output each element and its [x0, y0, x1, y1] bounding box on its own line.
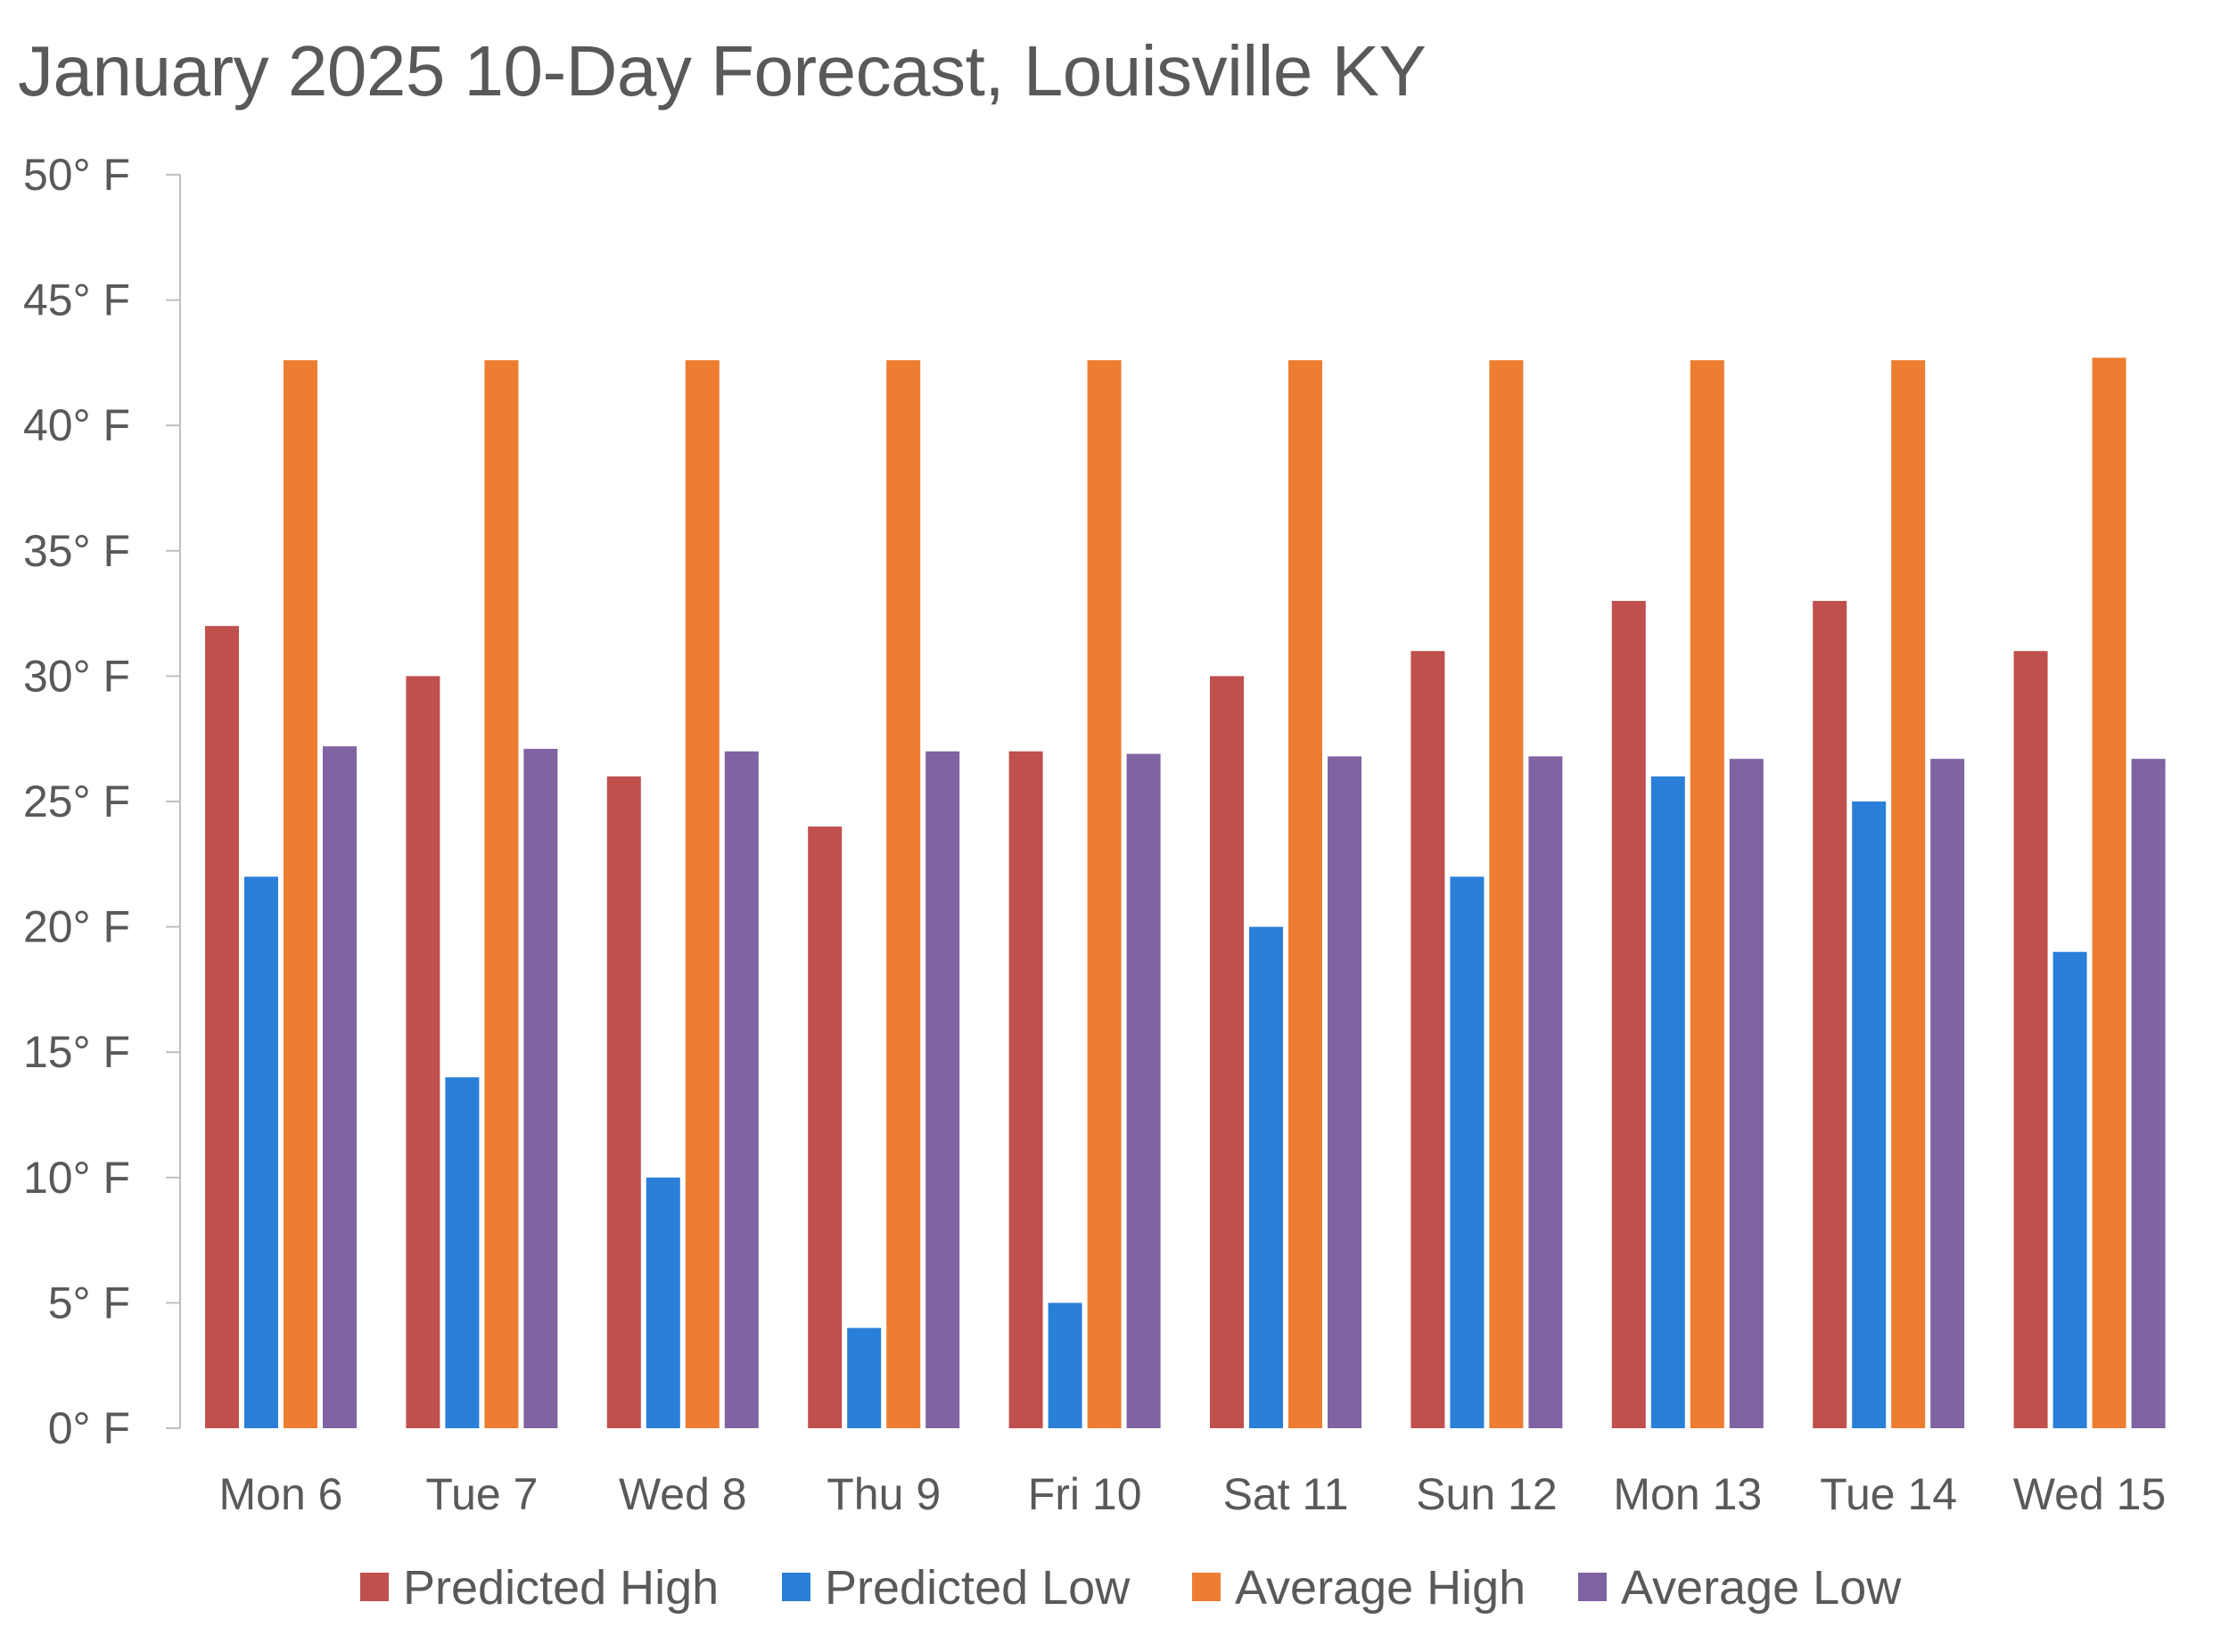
bar-average-high: [886, 360, 921, 1428]
bar-predicted-high: [1008, 751, 1043, 1428]
bar-predicted-low: [445, 1077, 480, 1428]
y-tick-label: 35° F: [23, 526, 130, 576]
bar-predicted-low: [1852, 801, 1887, 1428]
legend-swatch: [1578, 1573, 1607, 1601]
bar-average-high: [484, 360, 519, 1428]
y-tick-label: 20° F: [23, 902, 130, 952]
legend-swatch: [360, 1573, 389, 1601]
y-tick-label: 15° F: [23, 1027, 130, 1077]
bar-average-low: [925, 751, 960, 1428]
bar-predicted-high: [808, 826, 843, 1428]
y-tick-label: 25° F: [23, 777, 130, 826]
bar-predicted-high: [1611, 601, 1646, 1428]
x-tick-label: Tue 14: [1820, 1469, 1957, 1519]
legend-label: Predicted High: [403, 1561, 719, 1615]
x-tick-label: Sat 11: [1223, 1469, 1349, 1519]
bar-predicted-low: [244, 876, 278, 1428]
bar-average-low: [724, 751, 759, 1428]
y-tick-label: 0° F: [48, 1403, 130, 1453]
bar-predicted-low: [847, 1327, 882, 1428]
y-tick-label: 40° F: [23, 400, 130, 450]
bar-average-low: [1126, 753, 1161, 1428]
bar-average-high: [685, 360, 720, 1428]
y-tick-label: 5° F: [48, 1278, 130, 1327]
bar-average-low: [523, 748, 558, 1428]
bar-predicted-low: [646, 1177, 680, 1428]
bar-predicted-low: [2052, 951, 2087, 1428]
x-tick-label: Sun 12: [1416, 1469, 1557, 1519]
x-tick-label: Tue 7: [425, 1469, 538, 1519]
x-tick-label: Thu 9: [827, 1469, 941, 1519]
bar-predicted-low: [1650, 776, 1685, 1428]
bar-average-high: [1489, 360, 1524, 1428]
bar-predicted-low: [1048, 1303, 1082, 1428]
y-tick-label: 45° F: [23, 275, 130, 325]
bar-group: [205, 358, 2166, 1428]
legend-label: Predicted Low: [825, 1561, 1131, 1615]
y-tick-label: 10° F: [23, 1153, 130, 1203]
x-tick-label: Mon 13: [1613, 1469, 1762, 1519]
bar-predicted-high: [2013, 651, 2048, 1428]
legend-label: Average Low: [1621, 1561, 1902, 1615]
y-tick-label: 50° F: [23, 150, 130, 200]
bar-average-high: [1891, 360, 1926, 1428]
bar-predicted-high: [406, 676, 440, 1428]
bar-average-low: [1328, 756, 1361, 1428]
bar-predicted-low: [1450, 876, 1485, 1428]
bar-predicted-high: [205, 626, 239, 1428]
bar-average-high: [2092, 358, 2126, 1428]
legend-swatch: [782, 1573, 810, 1601]
bar-average-low: [2131, 759, 2166, 1428]
legend-swatch: [1192, 1573, 1221, 1601]
bar-predicted-high: [606, 776, 641, 1428]
y-tick-label: 30° F: [23, 651, 130, 701]
legend: Predicted High Predicted Low Average High A…: [360, 1561, 1902, 1615]
bar-predicted-high: [1411, 651, 1445, 1428]
bar-average-low: [1930, 759, 1965, 1428]
bar-average-high: [1288, 360, 1322, 1428]
x-tick-label: Mon 6: [219, 1469, 343, 1519]
x-tick-label: Wed 8: [619, 1469, 747, 1519]
chart-title: January 2025 10-Day Forecast, Louisville…: [18, 31, 1427, 111]
y-axis: 0° F 5° F 10° F 15° F 20° F 25° F 30° F 35° F 40…: [23, 150, 181, 1453]
x-tick-label: Wed 15: [2013, 1469, 2166, 1519]
bar-average-high: [1087, 360, 1122, 1428]
bar-predicted-high: [1210, 676, 1244, 1428]
bar-average-high: [1690, 360, 1724, 1428]
bar-predicted-low: [1249, 926, 1283, 1428]
bar-predicted-high: [1813, 601, 1847, 1428]
x-axis-labels: Mon 6 Tue 7 Wed 8 Thu 9 Fri 10 Sat 11 Sun 12 Mo…: [219, 1469, 2167, 1519]
bar-average-high: [284, 360, 317, 1428]
bar-average-low: [323, 746, 357, 1428]
bar-average-low: [1729, 759, 1764, 1428]
bar-average-low: [1528, 756, 1563, 1428]
legend-label: Average High: [1235, 1561, 1526, 1615]
x-tick-label: Fri 10: [1028, 1469, 1142, 1519]
